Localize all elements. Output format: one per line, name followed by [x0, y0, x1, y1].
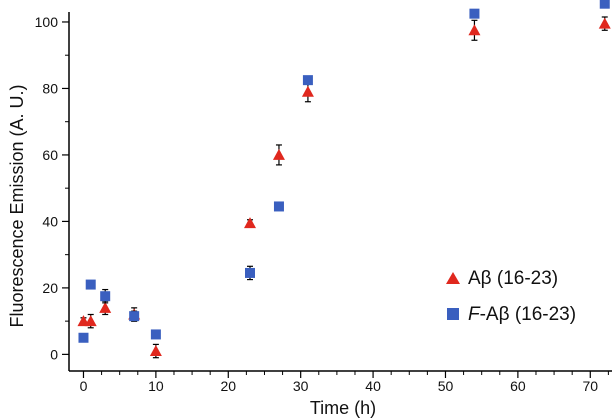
x-tick-label: 60 [510, 378, 526, 394]
axes: 0 10 20 30 40 50 60 70 0 20 40 60 80 100 [35, 12, 612, 394]
y-tick-label: 20 [42, 280, 58, 296]
data-point-triangle [301, 85, 314, 97]
x-tick-label: 50 [438, 378, 454, 394]
legend-label-f-abeta: F-Aβ (16-23) [468, 304, 576, 325]
legend-label-f-italic: F [468, 304, 481, 325]
data-point-triangle [468, 24, 481, 36]
legend-label-f-rest: -Aβ (16-23) [480, 304, 576, 325]
y-tick-label: 60 [42, 147, 58, 163]
data-point-square [273, 201, 284, 212]
y-axis-title-group: Fluorescence Emission (A. U.) [7, 84, 27, 327]
x-tick-label: 30 [293, 378, 309, 394]
x-tick-label: 20 [220, 378, 236, 394]
data-point-square [150, 329, 161, 340]
data-point-square [129, 311, 140, 322]
y-tick-label: 100 [35, 14, 59, 30]
data-point-square [302, 75, 313, 86]
data-point-square [100, 291, 111, 302]
data-point-square [78, 332, 89, 343]
x-tick-label: 40 [365, 378, 381, 394]
data-point-square [245, 267, 255, 278]
x-tick-label: 10 [148, 378, 164, 394]
legend-label-abeta: Aβ (16-23) [468, 268, 558, 289]
data-point-square [599, 0, 610, 9]
data-point-square [469, 8, 480, 19]
data-point-square [85, 279, 96, 290]
series-f-abeta [78, 0, 610, 343]
x-axis-title: Time (h) [310, 398, 376, 418]
y-tick-label: 80 [42, 80, 58, 96]
data-point-triangle [598, 17, 611, 29]
data-point-triangle [272, 148, 285, 160]
x-tick-label: 0 [80, 378, 88, 394]
y-tick-label: 0 [50, 346, 58, 362]
y-axis-title: Fluorescence Emission (A. U.) [7, 84, 27, 327]
legend-marker-triangle [446, 272, 460, 284]
data-point-triangle [149, 345, 162, 357]
data-point-triangle [244, 217, 256, 229]
y-tick-label: 40 [42, 213, 58, 229]
data-point-triangle [84, 315, 97, 327]
legend-marker-square [447, 308, 459, 320]
legend: Aβ (16-23) F-Aβ (16-23) [446, 268, 576, 325]
data-point-triangle [99, 301, 112, 313]
x-tick-label: 70 [582, 378, 598, 394]
